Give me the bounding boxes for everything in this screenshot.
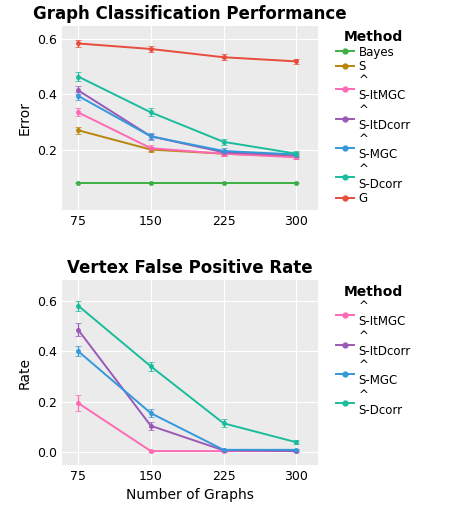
Legend: Bayes, S, ^
S-ItMGC, ^
S-ItDcorr, ^
S-MGC, ^
S-Dcorr, G: Bayes, S, ^ S-ItMGC, ^ S-ItDcorr, ^ S-MG… (334, 28, 413, 207)
Title: Vertex False Positive Rate: Vertex False Positive Rate (67, 260, 312, 277)
Y-axis label: Rate: Rate (17, 357, 31, 389)
Title: Graph Classification Performance: Graph Classification Performance (33, 5, 346, 22)
Y-axis label: Error: Error (18, 101, 31, 135)
Legend: ^
S-ItMGC, ^
S-ItDcorr, ^
S-MGC, ^
S-Dcorr: ^ S-ItMGC, ^ S-ItDcorr, ^ S-MGC, ^ S-Dco… (334, 283, 413, 419)
X-axis label: Number of Graphs: Number of Graphs (126, 489, 254, 502)
